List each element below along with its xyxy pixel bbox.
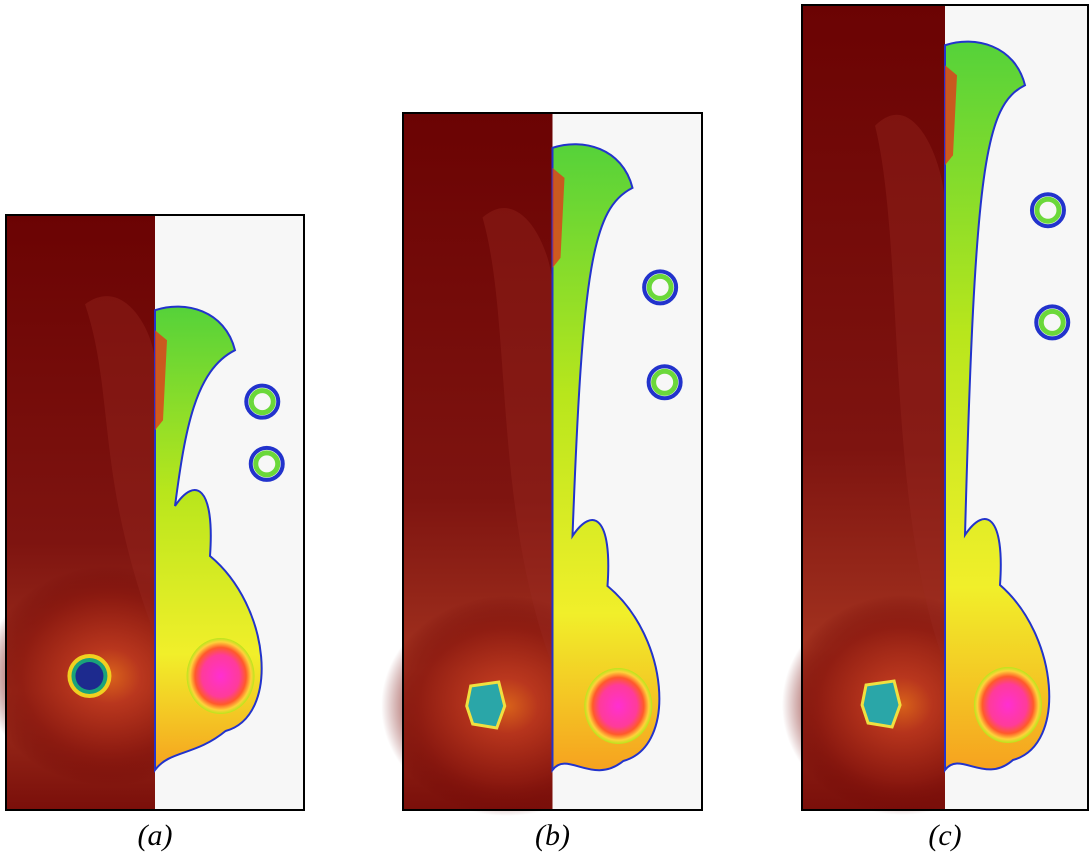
particle-blob: [187, 638, 255, 714]
figure: (a) (b) (c): [0, 0, 1090, 861]
panel-label: (b): [535, 819, 570, 852]
panel: (c): [782, 5, 1088, 852]
particle: [75, 662, 103, 690]
particle-blob: [974, 667, 1042, 743]
panel: (a): [0, 215, 304, 852]
panel-label: (a): [138, 819, 173, 852]
panel-label: (c): [928, 819, 961, 852]
panel: (b): [381, 113, 702, 852]
particle: [467, 682, 505, 728]
particle: [862, 681, 900, 727]
particle-blob: [584, 668, 652, 744]
